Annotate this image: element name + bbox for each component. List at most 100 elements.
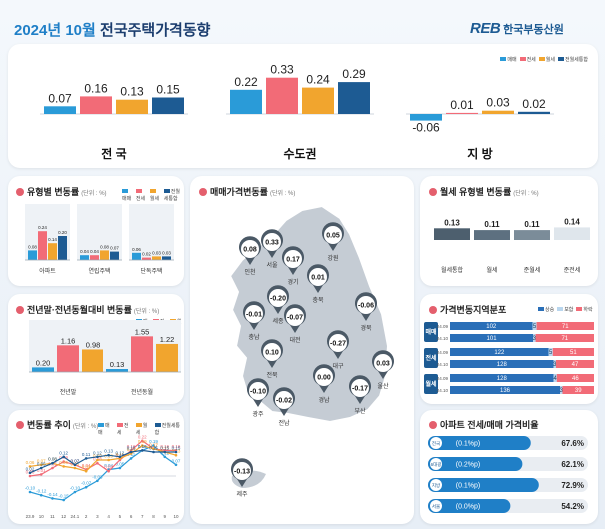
trend-data-label: 0.15 (160, 446, 169, 451)
wolse-category-label: 월세 (486, 266, 497, 274)
map-region-label: 세종 (272, 317, 284, 325)
trend-data-label: -0.15 (59, 494, 70, 499)
map-title: 매매가격변동률 (단위 : %) (199, 185, 295, 198)
summary-bar (338, 82, 370, 114)
ratio-category-label: 6대광 (431, 461, 442, 468)
distribution-segment (562, 386, 594, 394)
mini-value-label: 0.24 (38, 225, 47, 230)
trend-point (163, 455, 167, 459)
wolse-type-panel: 월세 유형별 변동률 (단위 : %) 0.13 월세통합 0.11 월세 0.11 준월세… (420, 176, 598, 286)
ratio-value-label: 62.1% (561, 460, 584, 469)
map-pin-value: -0.17 (352, 386, 368, 393)
by-type-legend: 매매 전세 월세 전월세통합 (122, 188, 180, 202)
map-region-label: 대구 (332, 362, 344, 370)
trend-point (129, 457, 133, 460)
summary-value-label: -0.06 (412, 121, 440, 135)
summary-value-label: 0.01 (450, 98, 474, 112)
distribution-value-label: 5 (549, 350, 553, 356)
mini-bar (57, 345, 79, 372)
trend-data-label: 0.02 (26, 466, 35, 471)
map-pin-face (309, 268, 327, 286)
wolse-category-label: 준월세 (524, 266, 541, 274)
trend-x-tick: 2 (85, 514, 88, 519)
summary-bar (482, 110, 514, 114)
map-pin-face (269, 289, 287, 307)
map-pin-face (245, 305, 263, 323)
distribution-segment (450, 322, 533, 330)
distribution-segment (450, 374, 554, 382)
distribution-segment (450, 386, 561, 394)
trend-point (51, 497, 54, 500)
title-text: 전국주택가격동향 (100, 22, 211, 39)
map-pin-value: -0.06 (358, 303, 374, 310)
distribution-group-tag (424, 348, 438, 368)
ratio-fill (428, 478, 539, 492)
mini-bar (132, 252, 141, 260)
distribution-period-label: 24.09 (437, 324, 449, 329)
map-pin-value: -0.27 (330, 341, 346, 348)
ratio-change-label: (0.2%p) (456, 462, 481, 469)
distribution-segment (533, 334, 536, 342)
distribution-value-label: 3 (553, 362, 557, 368)
trend-data-label: 0.08 (48, 457, 57, 462)
summary-value-label: 0.13 (120, 85, 144, 99)
logo: REB 한국부동산원 (470, 20, 564, 37)
mini-value-label: 0.04 (90, 249, 99, 254)
ratio-change-label: (0.1%p) (456, 441, 481, 448)
trend-data-label: -0.03 (92, 474, 103, 479)
trend-point (118, 455, 122, 459)
summary-category-label: 수도권 (283, 147, 316, 161)
map-pin-value: -0.01 (246, 312, 262, 319)
summary-bar (230, 89, 262, 114)
ratio-fill (428, 457, 523, 471)
summary-bar (446, 112, 478, 114)
trend-point (39, 466, 43, 470)
trend-point (174, 463, 178, 467)
trend-point (96, 455, 99, 459)
logo-text: 한국부동산원 (503, 23, 564, 36)
wolse-type-chart: 0.13 월세통합 0.11 월세 0.11 준월세 0.14 준전세 (434, 217, 590, 274)
trend-data-label: 0.16 (172, 444, 181, 449)
ratio-change-label: (0.0%p) (456, 504, 481, 511)
trend-point (129, 450, 133, 454)
wolse-bar (514, 230, 550, 240)
group-background (77, 204, 122, 260)
trend-data-label: 0.22 (138, 434, 147, 439)
distribution-title: 가격변동지역분포 (429, 303, 506, 316)
mini-value-label: 0.08 (100, 244, 109, 249)
mini-bar (156, 343, 178, 372)
map-pin-value: -0.13 (234, 469, 250, 476)
mini-bar (162, 256, 171, 260)
trend-point (28, 471, 32, 475)
distribution-segment (535, 334, 594, 342)
trend-x-tick: 10 (39, 514, 45, 519)
mini-bar (131, 336, 153, 372)
map-region-label: 경남 (318, 396, 330, 404)
map-pin-value: 0.01 (311, 275, 325, 282)
summary-value-label: 0.02 (522, 97, 546, 111)
map-region-label: 대전 (289, 336, 300, 344)
ratio-chip (430, 500, 442, 512)
mini-bar (28, 250, 37, 260)
trend-data-label: 0.12 (115, 450, 124, 455)
mini-category-label: 연립주택 (88, 267, 110, 275)
distribution-value-label: 128 (497, 362, 508, 368)
map-region-label: 충남 (248, 333, 260, 341)
korea-mainland-shape (228, 204, 390, 424)
mini-bar (32, 367, 54, 372)
map-pin-face (324, 226, 342, 244)
distribution-segment (450, 360, 554, 368)
trend-point (73, 463, 77, 467)
map-region-label: 서울 (266, 261, 278, 269)
map-pin-face (241, 240, 259, 258)
distribution-value-label: 3 (560, 388, 564, 394)
trend-data-label: 0.03 (82, 465, 91, 470)
summary-value-label: 0.22 (234, 75, 258, 89)
trend-data-label: 0.06 (26, 460, 35, 465)
distribution-segment (532, 322, 537, 330)
trend-series-line (29, 444, 177, 501)
trend-point (62, 498, 65, 502)
ratio-category-label: 서울 (432, 503, 440, 510)
